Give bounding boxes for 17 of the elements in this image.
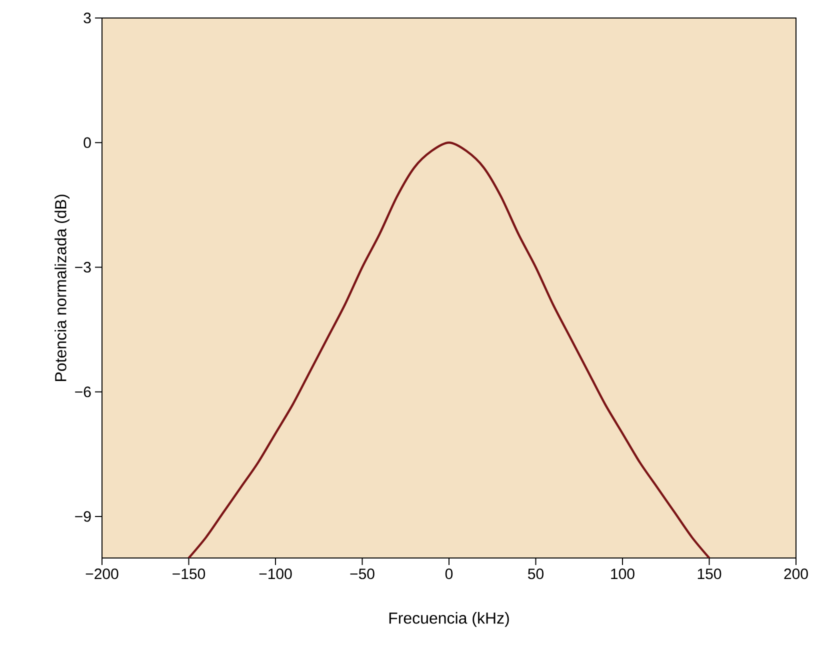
x-tick-label: −100: [259, 568, 292, 580]
y-tick-label: 0: [84, 137, 91, 148]
x-tick-label: 150: [698, 568, 722, 580]
x-tick-label: −200: [86, 568, 118, 580]
x-tick-label: 50: [528, 568, 544, 580]
y-tick-label: −9: [75, 511, 91, 522]
x-tick-label: 100: [611, 568, 634, 580]
x-tick-label: 200: [784, 568, 808, 580]
line-series: [188, 142, 710, 558]
x-tick-label: 0: [445, 568, 453, 580]
x-axis-title: Frecuencia (kHz): [389, 612, 509, 627]
y-tick-label: 3: [84, 12, 91, 24]
y-tick-label: −3: [75, 262, 91, 273]
x-tick-label: −50: [350, 568, 374, 580]
y-tick-label: −6: [75, 386, 91, 398]
y-axis-title: Potencia normalizada (dB): [54, 194, 70, 381]
x-tick-label: −150: [172, 568, 206, 580]
